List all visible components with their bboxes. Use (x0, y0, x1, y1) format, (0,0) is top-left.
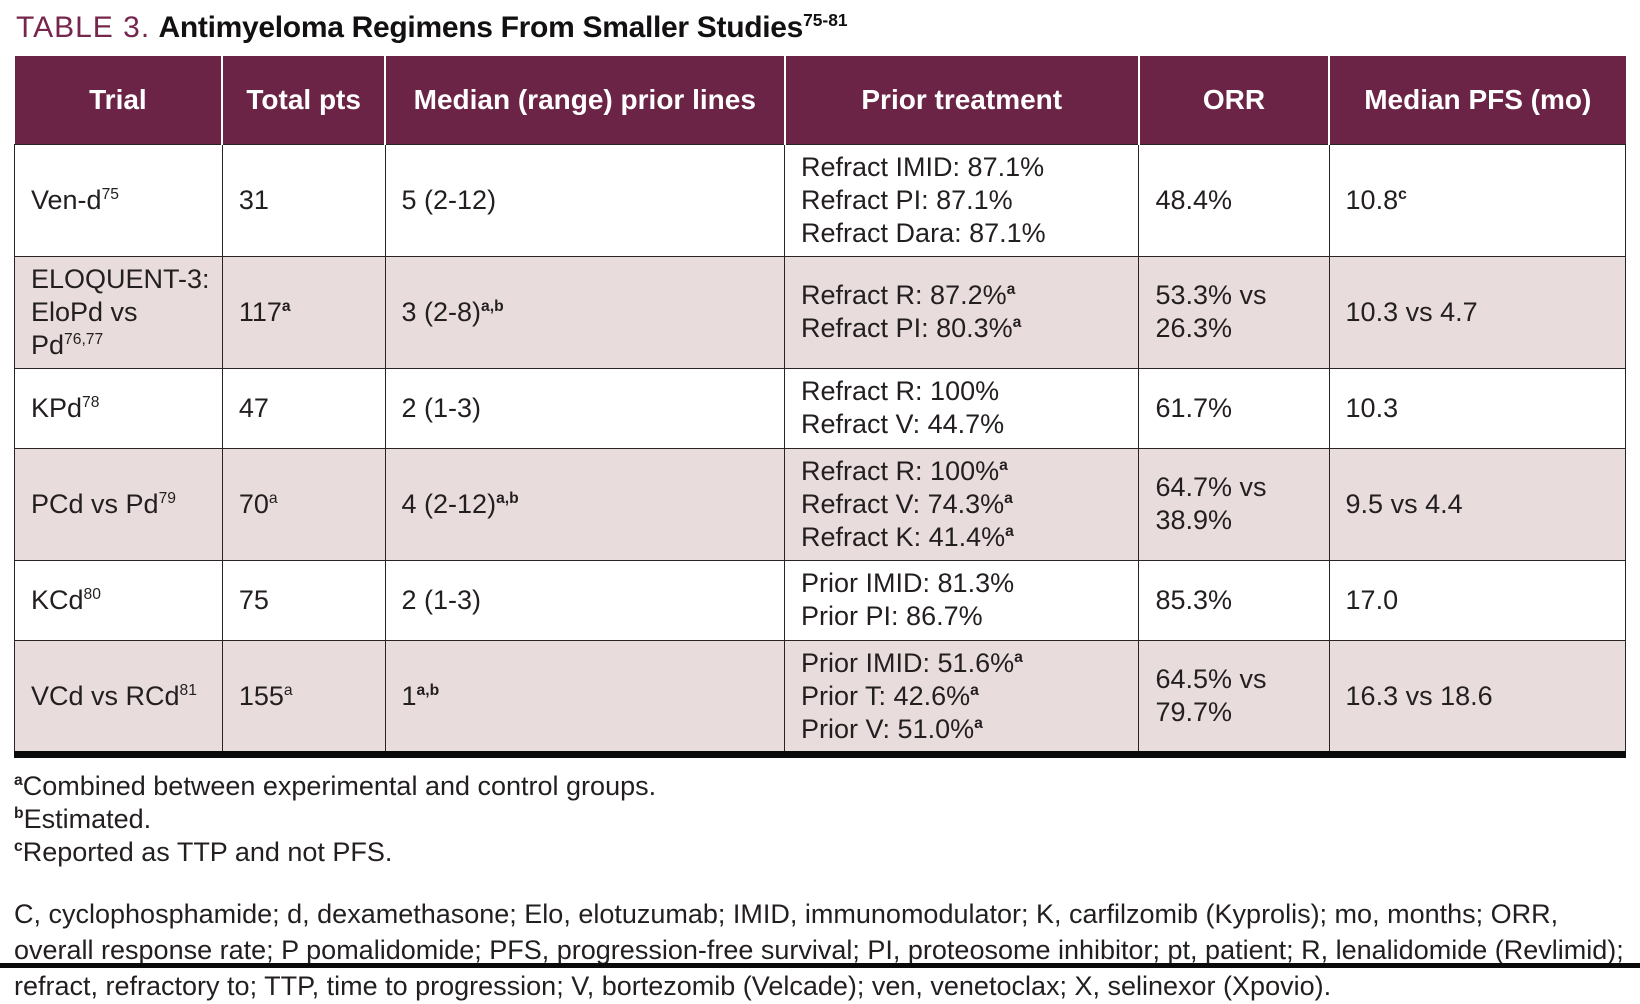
cell-trial: VCd vs RCd81 (14, 639, 223, 756)
cell-total-pts: 117a (221, 255, 386, 369)
cell-orr: 64.5% vs 79.7% (1138, 639, 1330, 756)
table-row: KCd80 75 2 (1-3) Prior IMID: 81.3% Prior… (14, 559, 1627, 641)
table-row: PCd vs Pd79 70a 4 (2-12)a,b Refract R: 1… (14, 447, 1627, 561)
cell-orr: 53.3% vs 26.3% (1138, 255, 1330, 369)
cell-trial: ELOQUENT-3: EloPd vs Pd76,77 (14, 255, 223, 369)
table-row: Ven-d75 31 5 (2-12) Refract IMID: 87.1% … (14, 144, 1627, 257)
cell-prior-treatment: Refract R: 100% Refract V: 44.7% (784, 367, 1140, 449)
cell-prior-treatment: Refract R: 87.2%a Refract PI: 80.3%a (784, 255, 1140, 369)
cell-prior-lines: 2 (1-3) (384, 367, 786, 449)
table-row: VCd vs RCd81 155a 1a,b Prior IMID: 51.6%… (14, 639, 1627, 756)
footnote: bEstimated. (14, 803, 1626, 836)
cell-total-pts: 70a (221, 447, 386, 561)
column-header-median-pfs: Median PFS (mo) (1329, 56, 1626, 145)
footnote-marker: a (14, 772, 23, 790)
cell-median-pfs: 17.0 (1328, 559, 1627, 641)
cell-prior-lines: 1a,b (384, 639, 786, 756)
cell-prior-lines: 4 (2-12)a,b (384, 447, 786, 561)
regimens-table: Trial Total pts Median (range) prior lin… (14, 56, 1627, 759)
cell-total-pts: 155a (221, 639, 386, 756)
cell-prior-treatment: Refract R: 100%a Refract V: 74.3%a Refra… (784, 447, 1140, 561)
cell-median-pfs: 10.3 (1328, 367, 1627, 449)
page-title: TABLE 3. Antimyeloma Regimens From Small… (16, 10, 1626, 46)
cell-prior-treatment: Prior IMID: 51.6%a Prior T: 42.6%a Prior… (784, 639, 1140, 756)
cell-total-pts: 47 (221, 367, 386, 449)
cell-prior-treatment: Refract IMID: 87.1% Refract PI: 87.1% Re… (784, 144, 1140, 257)
cell-prior-treatment: Prior IMID: 81.3% Prior PI: 86.7% (784, 559, 1140, 641)
cell-median-pfs: 10.8c (1328, 144, 1627, 257)
cell-orr: 64.7% vs 38.9% (1138, 447, 1330, 561)
column-header-orr: ORR (1138, 56, 1331, 145)
footnote: aCombined between experimental and contr… (14, 770, 1626, 803)
footnote-text: Estimated. (23, 804, 152, 835)
column-header-total-pts: Total pts (222, 56, 387, 145)
cell-trial: KCd80 (14, 559, 223, 641)
column-header-prior-treatment: Prior treatment (784, 56, 1140, 145)
cell-trial: PCd vs Pd79 (14, 447, 223, 561)
cell-prior-lines: 2 (1-3) (384, 559, 786, 641)
footnote-text: Reported as TTP and not PFS. (22, 837, 393, 868)
table-title-text: Antimyeloma Regimens From Smaller Studie… (158, 11, 804, 44)
table-row: ELOQUENT-3: EloPd vs Pd76,77 117a 3 (2-8… (14, 255, 1627, 369)
table-number-label: TABLE 3. (16, 11, 151, 44)
cell-median-pfs: 16.3 vs 18.6 (1328, 639, 1627, 756)
cell-median-pfs: 10.3 vs 4.7 (1328, 255, 1627, 369)
cell-total-pts: 31 (221, 144, 386, 257)
title-citation: 75-81 (803, 10, 848, 30)
table-row: KPd78 47 2 (1-3) Refract R: 100% Refract… (14, 367, 1627, 449)
footnote: cReported as TTP and not PFS. (14, 836, 1626, 869)
cell-orr: 61.7% (1138, 367, 1330, 449)
header-row: Trial Total pts Median (range) prior lin… (14, 56, 1626, 145)
cell-total-pts: 75 (221, 559, 386, 641)
footnote-text: Combined between experimental and contro… (22, 771, 657, 802)
cell-orr: 85.3% (1138, 559, 1330, 641)
footnote-marker: b (14, 805, 24, 823)
column-header-prior-lines: Median (range) prior lines (385, 56, 786, 145)
abbreviations: C, cyclophosphamide; d, dexamethasone; E… (14, 899, 1624, 1001)
cell-prior-lines: 5 (2-12) (384, 144, 786, 257)
bottom-rule (0, 963, 1640, 968)
cell-trial: Ven-d75 (14, 144, 223, 257)
cell-prior-lines: 3 (2-8)a,b (384, 255, 786, 369)
cell-trial: KPd78 (14, 367, 223, 449)
footnote-marker: c (14, 838, 23, 856)
footnotes: aCombined between experimental and contr… (14, 770, 1626, 869)
cell-orr: 48.4% (1138, 144, 1330, 257)
column-header-trial: Trial (14, 56, 224, 145)
cell-median-pfs: 9.5 vs 4.4 (1328, 447, 1627, 561)
